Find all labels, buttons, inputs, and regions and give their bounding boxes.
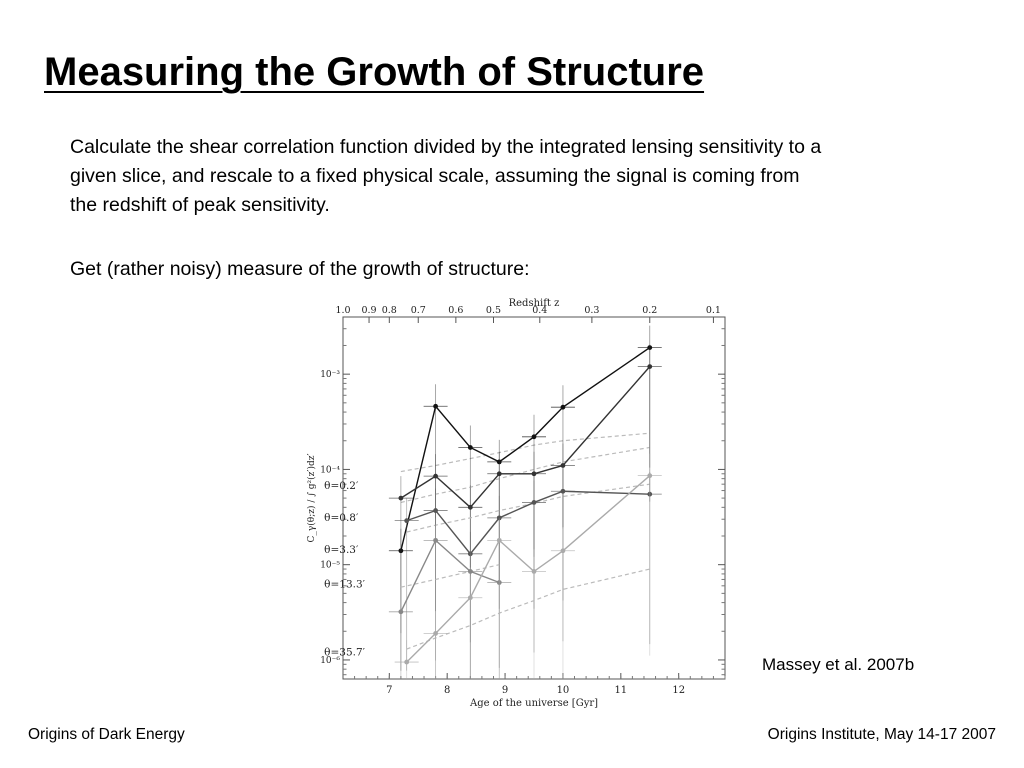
description-paragraph: Calculate the shear correlation function… <box>70 136 822 216</box>
top-tick-label: 0.8 <box>382 305 397 316</box>
data-point <box>496 537 502 543</box>
top-tick-label: 0.3 <box>584 305 599 316</box>
top-tick-label: 0.9 <box>361 305 376 316</box>
top-tick-label: 1.0 <box>335 305 350 316</box>
data-point <box>560 463 566 468</box>
x-axis-title: Age of the universe [Gyr] <box>469 698 598 709</box>
data-point <box>531 434 537 440</box>
data-point <box>560 488 566 494</box>
top-tick-label: 0.4 <box>532 305 547 316</box>
theta-label: θ=13.3′ <box>324 578 365 590</box>
result-paragraph: Get (rather noisy) measure of the growth… <box>70 258 530 280</box>
theta-label: θ=35.7′ <box>324 646 365 658</box>
data-point <box>433 403 439 409</box>
data-point <box>531 569 537 574</box>
top-tick-label: 0.2 <box>642 305 657 316</box>
top-tick-label: 0.6 <box>448 305 463 316</box>
data-point <box>496 471 502 477</box>
series-line <box>400 347 651 551</box>
theta-label: θ=3.3′ <box>324 544 359 556</box>
data-point <box>433 630 439 636</box>
data-point <box>496 515 502 521</box>
model-curve <box>400 446 650 504</box>
y-tick-label: 10⁻⁴ <box>320 465 340 475</box>
data-point <box>433 473 439 479</box>
data-point <box>496 580 502 585</box>
series-line <box>406 490 650 555</box>
y-axis-title: C_γ(θ;z) / ∫ g²(z′)dz′ <box>306 453 317 542</box>
data-point <box>404 659 410 665</box>
data-point <box>433 537 439 543</box>
x-tick-label: 8 <box>444 685 450 696</box>
data-point <box>647 345 653 351</box>
y-tick-label: 10⁻⁵ <box>320 561 340 571</box>
theta-label: θ=0.2′ <box>324 480 359 492</box>
model-curve <box>406 483 650 533</box>
data-point <box>496 459 502 465</box>
footer-left: Origins of Dark Energy <box>28 726 185 743</box>
data-point <box>531 471 537 477</box>
theta-label: θ=0.8′ <box>324 512 359 524</box>
data-point <box>531 500 537 505</box>
data-point <box>398 548 404 554</box>
top-tick-label: 0.1 <box>706 305 721 316</box>
model-curve <box>400 432 650 473</box>
x-tick-label: 7 <box>386 685 392 696</box>
model-curve <box>406 568 650 650</box>
citation: Massey et al. 2007b <box>762 655 915 674</box>
data-point <box>647 364 653 370</box>
series-line <box>400 539 500 613</box>
footer-right: Origins Institute, May 14-17 2007 <box>767 726 996 743</box>
data-point <box>647 473 653 479</box>
data-point <box>560 548 566 554</box>
x-tick-label: 10 <box>557 685 570 696</box>
growth-of-structure-chart: Redshift z Age of the universe [Gyr] C_γ… <box>306 298 726 709</box>
chart-marks: 7 8 9 10 11 12 1.0 0.9 0.8 0.7 0.6 0.5 0.4 0.3 0.2 0.1 1… <box>320 305 726 696</box>
data-point <box>647 491 653 497</box>
x-tick-label: 12 <box>672 685 685 696</box>
data-point <box>467 445 473 450</box>
data-point <box>404 518 410 524</box>
x-tick-label: 9 <box>502 685 508 696</box>
series-line <box>406 475 651 663</box>
y-tick-label: 10⁻⁶ <box>320 656 340 666</box>
data-point <box>467 569 473 574</box>
data-point <box>398 609 404 615</box>
y-tick-label: 10⁻³ <box>320 370 340 380</box>
data-point <box>467 595 473 601</box>
top-axis-title: Redshift z <box>509 298 560 309</box>
data-point <box>560 404 566 410</box>
top-tick-label: 0.5 <box>486 305 501 316</box>
data-point <box>433 508 439 513</box>
data-point <box>467 504 473 510</box>
data-point <box>467 551 473 557</box>
slide-title: Measuring the Growth of Structure <box>44 50 705 94</box>
top-tick-label: 0.7 <box>411 305 426 316</box>
x-tick-label: 11 <box>614 685 627 696</box>
data-point <box>398 495 404 501</box>
